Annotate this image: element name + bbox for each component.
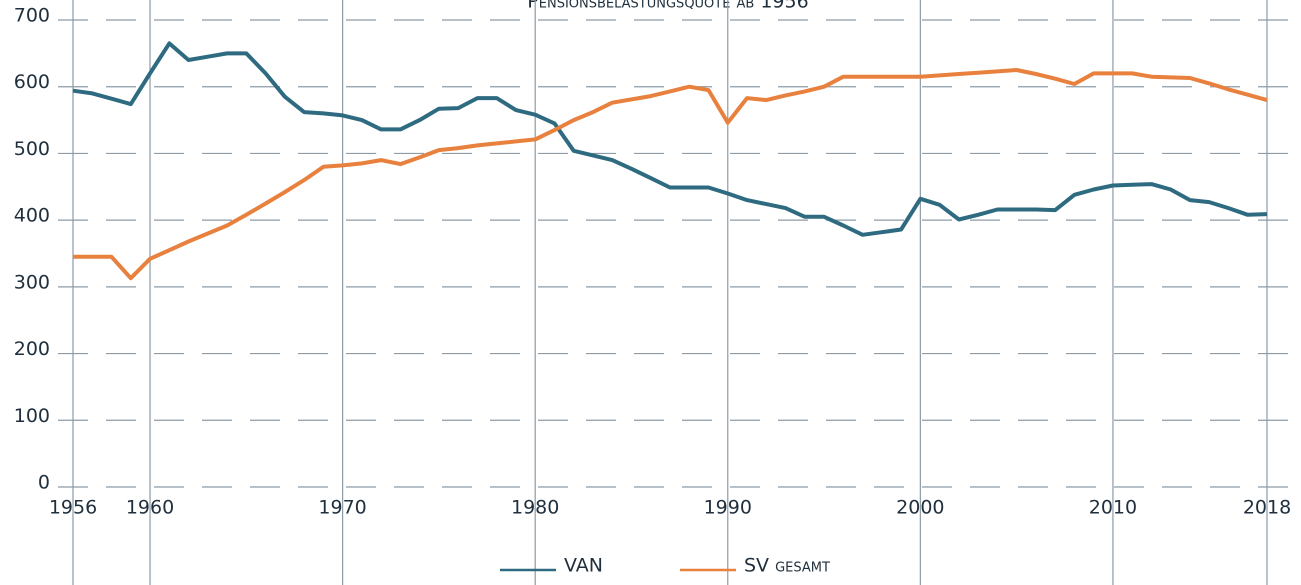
y-tick-label: 100 — [14, 405, 50, 427]
y-tick-label: 0 — [38, 472, 50, 494]
x-tick-label: 1960 — [126, 497, 174, 519]
line-series — [73, 68, 1268, 281]
y-tick-label: 400 — [14, 205, 50, 227]
x-tick-label: 2010 — [1089, 497, 1137, 519]
x-tick-label: 2018 — [1243, 497, 1291, 519]
y-tick-label: 700 — [14, 5, 50, 27]
x-tick-label: 1970 — [318, 497, 366, 519]
legend-label: SV gesamt — [744, 555, 830, 577]
x-tick-label: 2000 — [896, 497, 944, 519]
y-tick-label: 600 — [14, 71, 50, 93]
legend-label: VAN — [564, 555, 603, 577]
line-series — [72, 41, 1268, 237]
x-tick-label: 1980 — [511, 497, 559, 519]
y-tick-label: 200 — [14, 338, 50, 360]
x-tick-label: 1956 — [49, 497, 97, 519]
y-tick-label: 500 — [14, 138, 50, 160]
chart-title: Pensionsbelastungsquote ab 1956 — [527, 0, 808, 13]
x-tick-label: 1990 — [704, 497, 752, 519]
y-tick-label: 300 — [14, 271, 50, 293]
